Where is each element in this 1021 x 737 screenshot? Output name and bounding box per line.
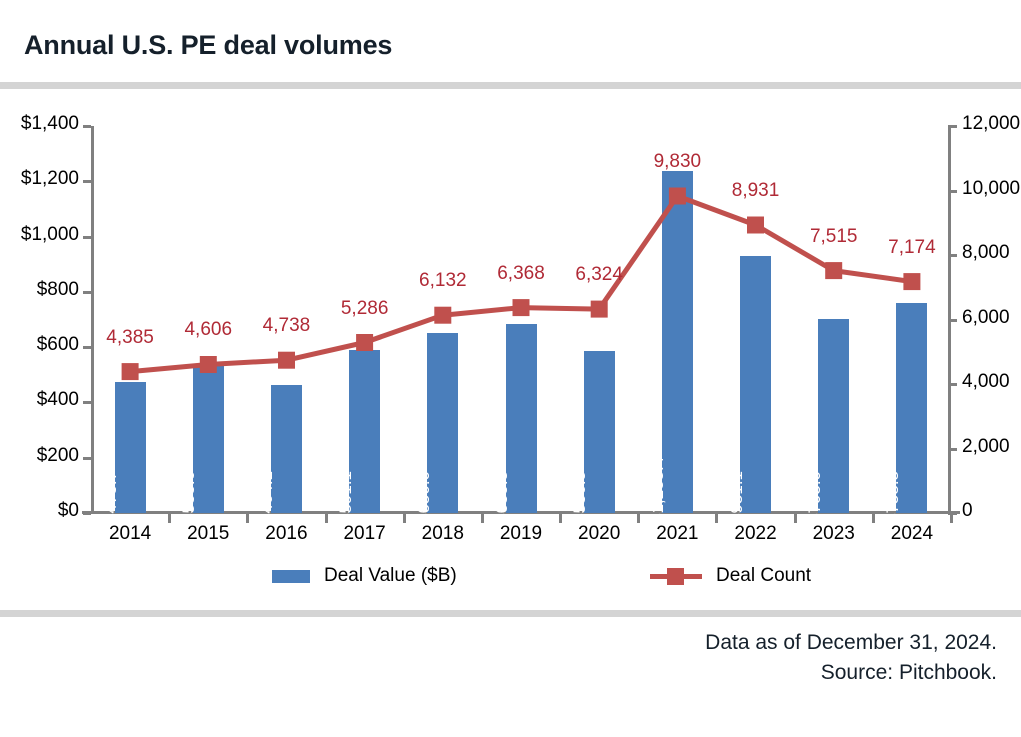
right-axis-tick-label: 2,000 [962,435,1010,457]
x-axis-tick-label: 2021 [656,523,699,544]
right-axis-tick-label: 4,000 [962,371,1010,392]
x-axis-tick [950,514,953,523]
x-axis-tick-label: 2023 [812,523,855,544]
line-value-label: 6,324 [575,264,623,286]
source-note: Data as of December 31, 2024. Source: Pi… [705,628,997,688]
bar-value-label: $931.1 [726,471,746,523]
right-axis-tick [948,189,957,193]
bar-value-label: $586.5 [570,471,590,523]
x-axis-tick [402,514,406,523]
left-axis-tick-label: $1,200 [20,168,79,190]
left-axis-tick [83,180,91,184]
left-axis-tick [83,125,91,128]
line-value-label: 9,830 [653,150,702,172]
x-axis-tick-label: 2016 [265,523,308,544]
bar-swatch-icon [272,569,310,583]
left-axis-tick-label: $1,400 [20,113,79,134]
bar-value-label: $650.0 [413,471,433,523]
line-value-label: 6,368 [497,262,545,284]
right-axis-tick [948,512,957,515]
left-axis-tick [83,235,91,239]
bar[interactable] [114,382,146,513]
line-value-label: 5,286 [340,297,389,319]
line-value-label: 8,931 [731,179,780,201]
legend-label-deal-value: Deal Value ($B) [324,565,457,586]
bar[interactable] [192,364,224,513]
source-line: Source: Pitchbook. [820,661,997,684]
bar[interactable] [349,349,381,513]
data-as-of-line: Data as of December 31, 2024. [705,631,997,654]
x-axis-tick-label: 2020 [578,523,621,544]
x-axis-tick-label: 2022 [734,523,777,544]
footer-divider [0,610,1021,617]
line-value-label: 4,385 [106,326,154,348]
bar[interactable] [270,384,302,513]
x-axis-tick-label: 2014 [108,523,152,544]
x-axis-tick [793,514,797,523]
left-axis-tick [83,346,91,350]
left-axis-tick [83,456,91,460]
right-axis-tick [948,447,957,451]
left-axis-tick-label: $1,000 [20,223,79,245]
left-axis-tick-label: $800 [36,278,79,300]
x-axis-tick [324,514,328,523]
bar-value-label: $758.8 [882,471,902,523]
x-axis-tick-label: 2017 [343,523,386,544]
x-axis-tick-label: 2019 [499,523,543,544]
chart-legend: Deal Value ($B) Deal Count [0,561,1021,591]
x-axis-tick-label: 2024 [890,523,934,544]
line-value-label: 4,738 [262,315,311,337]
legend-label-deal-count: Deal Count [716,565,812,586]
x-axis-tick [559,514,563,523]
right-axis-tick [948,318,957,322]
bar-value-label: $685.3 [492,471,511,523]
bar-value-label: $591.1 [335,471,355,523]
left-axis-tick-label: $0 [57,500,79,521]
line-value-label: 4,606 [184,319,233,341]
right-axis-tick [948,254,957,257]
bar[interactable] [583,350,615,513]
left-axis-tick-label: $600 [36,334,79,356]
line-value-label: 7,515 [809,225,858,247]
x-axis-tick [871,514,875,523]
header-divider [0,82,1021,89]
right-axis-tick-label: 6,000 [962,306,1010,328]
bar-value-label: $473.7 [101,471,121,523]
right-axis-tick-label: 0 [962,500,973,521]
legend-item-deal-count[interactable]: Deal Count [650,561,811,591]
right-axis-tick-label: 8,000 [962,242,1010,263]
line-marker-icon [650,568,702,585]
left-axis-tick [83,290,91,294]
right-axis-tick-label: 10,000 [962,177,1021,199]
bar-value-label: $1,238.4 [648,456,668,523]
legend-item-deal-value[interactable]: Deal Value ($B) [272,561,457,591]
left-axis-line [91,126,94,514]
left-axis-tick-label: $200 [36,444,79,466]
right-axis-tick [948,383,957,386]
line-value-label: 6,132 [419,270,467,292]
bar-value-label: $703.0 [804,471,824,523]
left-axis-tick [83,512,91,515]
bar-value-label: $464.1 [257,471,277,523]
bar-value-label: $538.6 [179,471,199,523]
right-axis-tick [948,125,957,128]
page-title: Annual U.S. PE deal volumes [24,30,393,60]
x-axis-tick [480,514,484,523]
left-axis-tick [83,401,91,405]
x-axis-tick-label: 2018 [421,523,464,544]
line-value-label: 7,174 [888,236,936,258]
x-axis-tick [246,514,250,523]
x-axis-tick [168,514,172,523]
x-axis-tick-label: 2015 [187,523,230,544]
left-axis-tick-label: $400 [36,389,79,411]
x-axis-tick [637,514,641,523]
right-axis-tick-label: 12,000 [962,113,1021,134]
x-axis-tick [715,514,719,523]
